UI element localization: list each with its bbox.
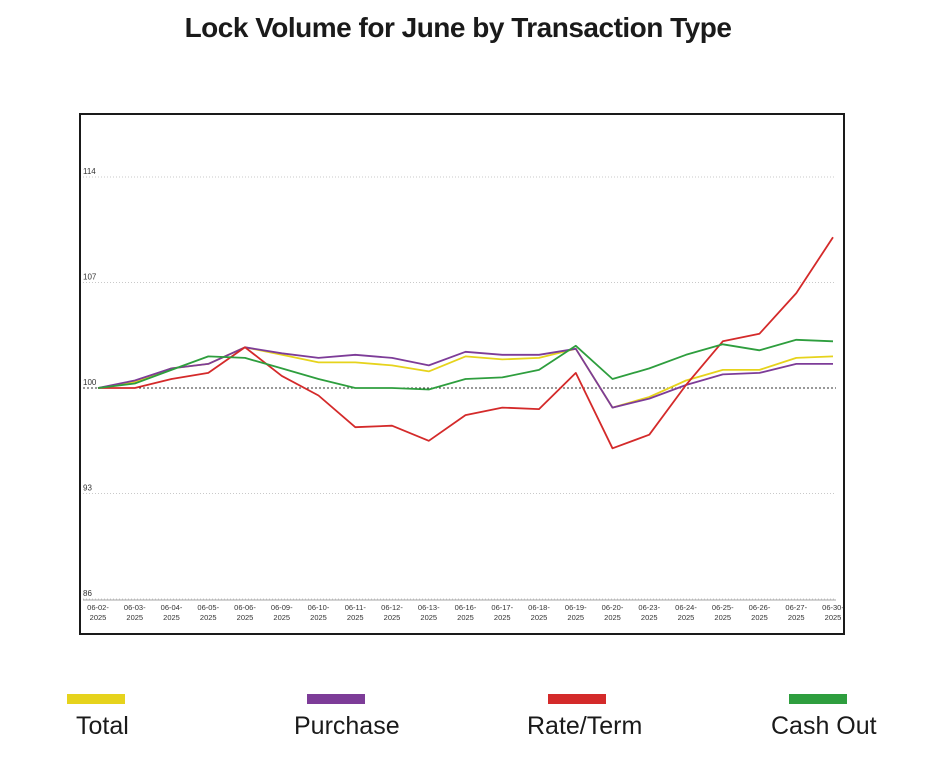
y-tick-label: 114 <box>83 167 96 176</box>
legend-swatch <box>789 694 847 704</box>
x-tick-label: 06-18-2025 <box>528 603 550 622</box>
series-line-cash-out <box>97 338 834 391</box>
y-tick-label: 86 <box>83 589 92 598</box>
x-tick-label: 06-26-2025 <box>749 603 771 622</box>
x-tick-label: 06-30-2025 <box>822 603 844 622</box>
x-tick-label: 06-12-2025 <box>381 603 403 622</box>
chart-title: Lock Volume for June by Transaction Type <box>184 12 732 43</box>
x-tick-label: 06-27-2025 <box>785 603 807 622</box>
x-tick-label: 06-05-2025 <box>197 603 219 622</box>
x-tick-label: 06-13-2025 <box>418 603 440 622</box>
x-tick-label: 06-23-2025 <box>638 603 660 622</box>
x-tick-label: 06-11-2025 <box>345 603 367 622</box>
x-tick-label: 06-04-2025 <box>161 603 183 622</box>
x-tick-label: 06-06-2025 <box>234 603 256 622</box>
x-tick-label: 06-17-2025 <box>491 603 513 622</box>
legend-label: Cash Out <box>771 712 877 740</box>
x-tick-label: 06-24-2025 <box>675 603 697 622</box>
x-tick-label: 06-09-2025 <box>271 603 293 622</box>
y-tick-label: 100 <box>83 378 97 387</box>
legend-label: Total <box>76 712 129 740</box>
legend-swatch <box>548 694 606 704</box>
y-tick-label: 93 <box>83 484 92 493</box>
x-tick-label: 06-19-2025 <box>565 603 587 622</box>
plot-frame <box>79 113 845 635</box>
series-line-rate-term <box>98 236 834 450</box>
x-tick-label: 06-10-2025 <box>308 603 330 622</box>
legend-swatch <box>67 694 125 704</box>
legend-label: Purchase <box>294 712 400 740</box>
x-tick-label: 06-02-2025 <box>87 603 109 622</box>
legend-swatch <box>307 694 365 704</box>
x-tick-label: 06-20-2025 <box>602 603 624 622</box>
x-tick-label: 06-25-2025 <box>712 603 734 622</box>
legend-label: Rate/Term <box>527 712 643 740</box>
y-tick-label: 107 <box>83 273 97 282</box>
x-tick-label: 06-16-2025 <box>455 603 477 622</box>
series-line-purchase <box>97 346 833 409</box>
x-tick-label: 06-03-2025 <box>124 603 146 622</box>
